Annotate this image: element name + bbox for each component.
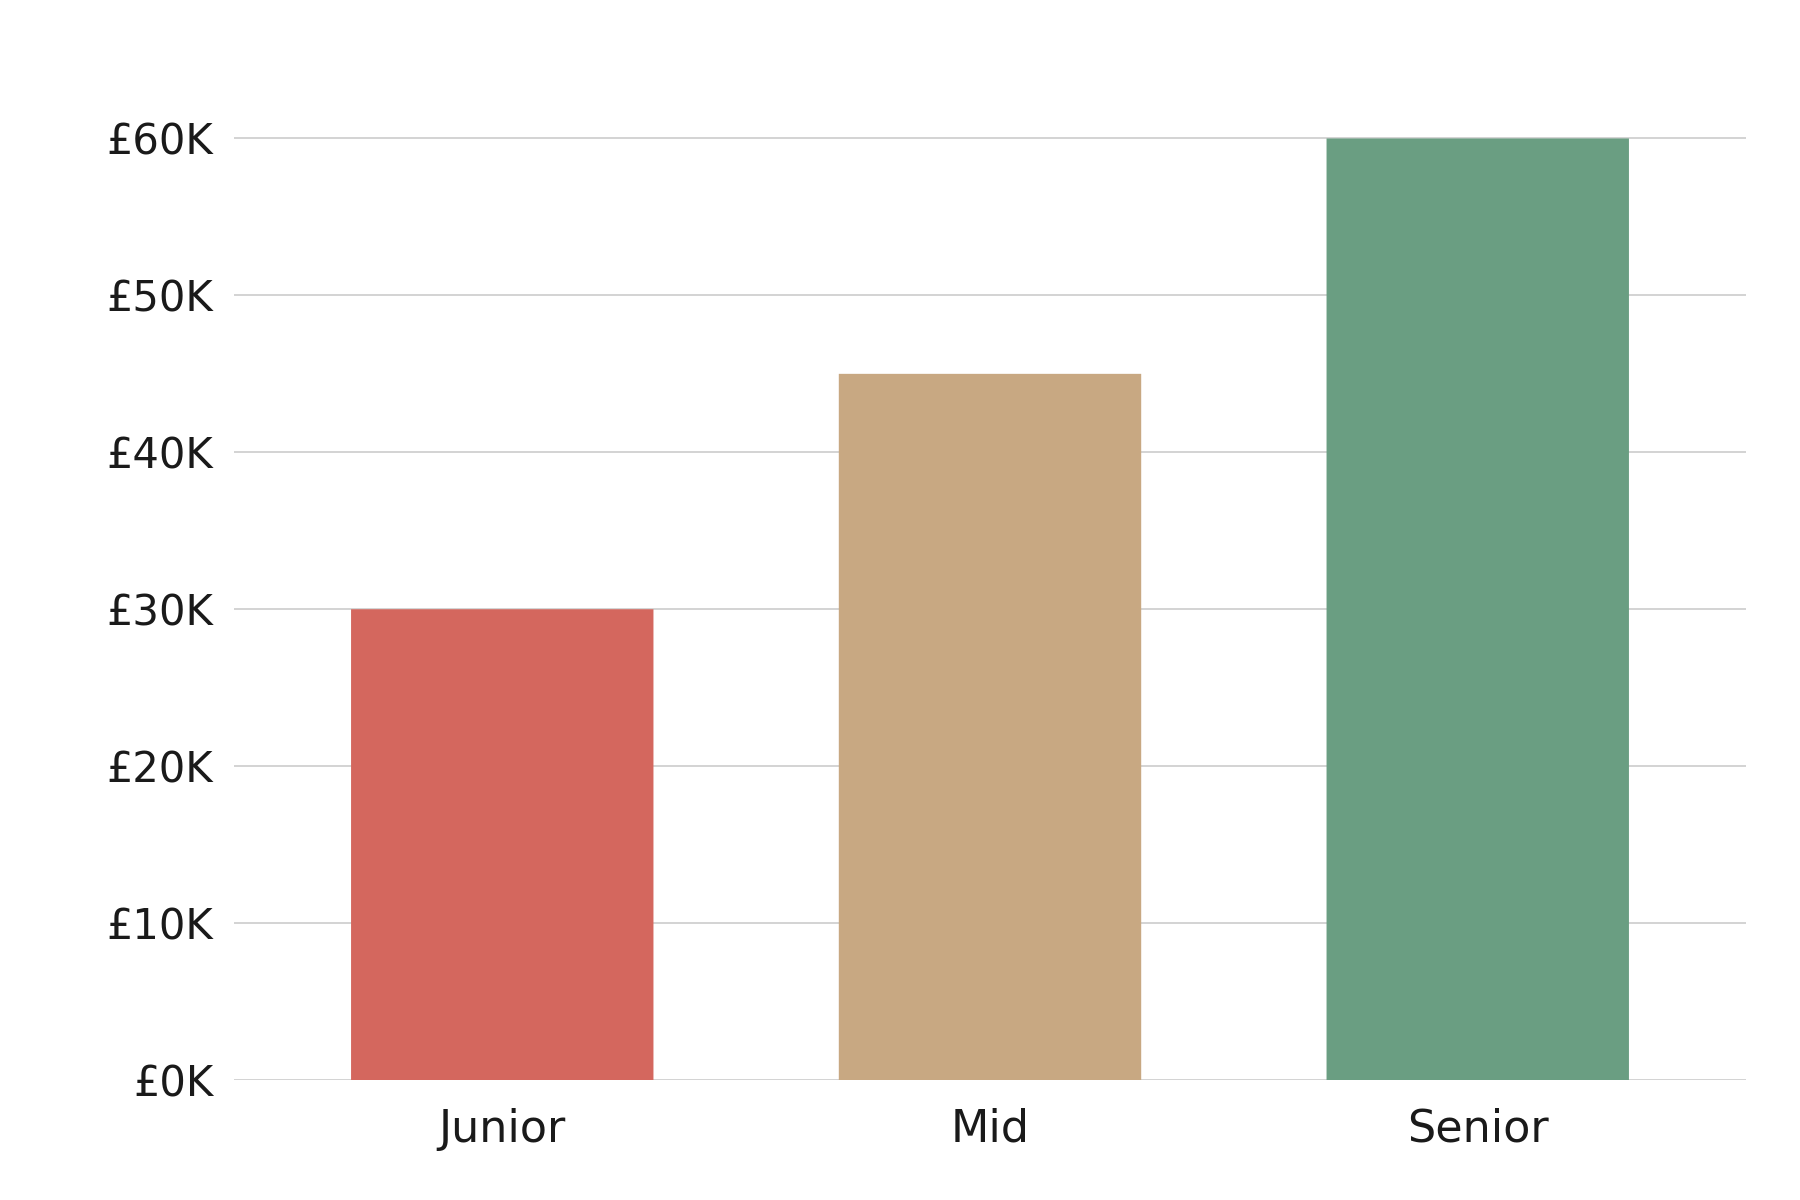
FancyBboxPatch shape — [351, 610, 653, 1080]
FancyBboxPatch shape — [839, 374, 1141, 1080]
FancyBboxPatch shape — [1327, 138, 1629, 1080]
